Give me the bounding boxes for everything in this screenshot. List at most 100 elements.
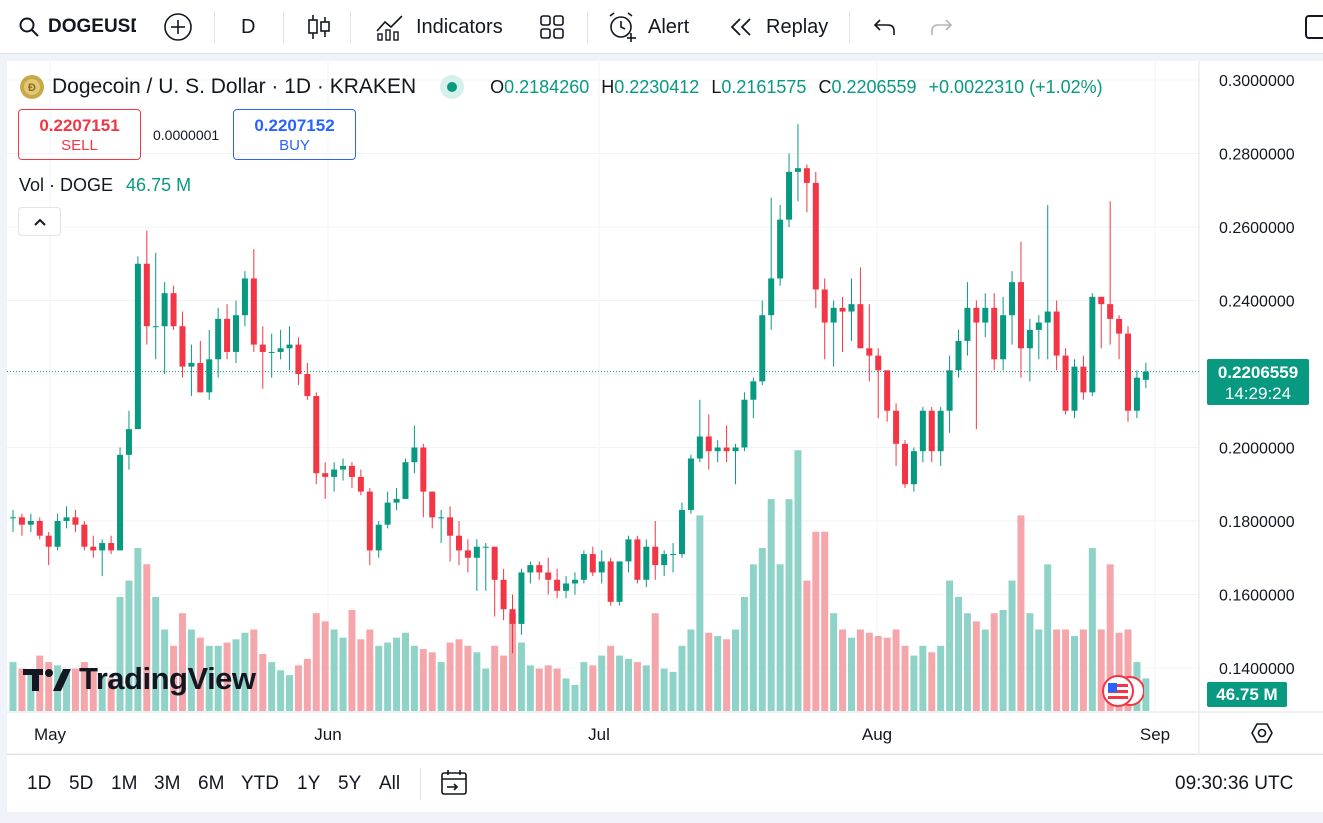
- templates-button[interactable]: [538, 0, 566, 54]
- layout-button[interactable]: [1305, 0, 1323, 54]
- interval-button[interactable]: D: [241, 0, 255, 54]
- volume-bar: [946, 580, 954, 711]
- candle-body: [134, 263, 141, 430]
- tradingview-watermark[interactable]: TradingView: [23, 661, 256, 697]
- candle-body: [723, 447, 730, 452]
- date-range-button[interactable]: [439, 768, 469, 803]
- candle-body: [99, 543, 106, 551]
- volume-bar: [482, 668, 490, 711]
- symbol-title[interactable]: Dogecoin / U. S. Dollar · 1D · KRAKEN: [52, 75, 417, 98]
- replay-button[interactable]: Replay: [728, 0, 828, 54]
- market-status-dot: [440, 75, 465, 99]
- utc-clock[interactable]: 09:30:36 UTC: [1175, 773, 1294, 794]
- volume-bar: [660, 668, 668, 711]
- volume-legend[interactable]: Vol · DOGE 46.75 M: [19, 175, 191, 196]
- candle-body: [902, 443, 908, 485]
- candle-body: [224, 318, 231, 352]
- symbol-search[interactable]: DOGEUSD: [18, 0, 136, 54]
- candle-body: [893, 410, 900, 444]
- collapse-legend-button[interactable]: [18, 207, 61, 236]
- separator: [350, 11, 351, 43]
- candle-body: [982, 307, 989, 323]
- candle-body: [447, 517, 454, 536]
- volume-bar: [500, 655, 508, 711]
- alert-button[interactable]: Alert: [606, 0, 689, 54]
- flag-icon[interactable]: [1098, 674, 1145, 708]
- add-symbol-button[interactable]: [163, 0, 193, 54]
- volume-bar: [214, 645, 222, 711]
- candle-body: [714, 447, 721, 452]
- replay-label: Replay: [766, 15, 829, 38]
- candle-body: [937, 410, 944, 452]
- sell-button[interactable]: 0.2207151 SELL: [18, 109, 141, 160]
- symbol-name: DOGEUSD: [48, 16, 136, 37]
- candle-body: [652, 546, 659, 566]
- volume-bar: [526, 665, 534, 711]
- buy-button[interactable]: 0.2207152 BUY: [233, 109, 356, 160]
- volume-bar: [446, 642, 454, 711]
- volume-bar: [535, 668, 543, 711]
- volume-bar: [1106, 564, 1114, 711]
- candle-body: [1035, 322, 1042, 330]
- candle-body: [1125, 333, 1131, 411]
- volume-bar: [785, 499, 793, 711]
- volume-bar: [883, 637, 891, 711]
- volume-bar: [196, 637, 204, 711]
- chart-type-button[interactable]: [306, 0, 332, 54]
- candle-body: [786, 171, 793, 220]
- volume-bar: [830, 613, 838, 711]
- candle-body: [857, 304, 864, 349]
- time-tick-label: Jul: [588, 725, 610, 744]
- range-button-5d[interactable]: 5D: [69, 773, 94, 794]
- templates-icon: [540, 15, 564, 39]
- volume-bar: [598, 655, 606, 711]
- volume-bar: [286, 675, 294, 711]
- candle-body: [108, 543, 115, 551]
- price-tick-label: 0.2400000: [1219, 294, 1295, 311]
- candle-body: [973, 307, 980, 323]
- candle-body: [411, 447, 418, 463]
- chart-panel[interactable]: 0.3000000 0.2800000 0.2600000 0.2400000 0.20…: [7, 61, 1323, 753]
- redo-button[interactable]: [928, 0, 954, 54]
- separator: [849, 11, 850, 43]
- range-button-all[interactable]: All: [379, 773, 401, 794]
- volume-bar: [1097, 629, 1105, 711]
- candle-body: [884, 370, 891, 411]
- candle-body: [1062, 355, 1069, 411]
- range-button-6m[interactable]: 6M: [198, 773, 225, 794]
- volume-bar: [571, 684, 579, 711]
- range-button-1y[interactable]: 1Y: [297, 773, 321, 794]
- candle-body: [384, 502, 391, 525]
- range-button-1d[interactable]: 1D: [27, 773, 52, 794]
- candle-body: [420, 447, 427, 492]
- range-button-ytd[interactable]: YTD: [241, 773, 279, 794]
- volume-bar: [580, 662, 588, 711]
- candle-body: [250, 278, 257, 345]
- range-button-1m[interactable]: 1M: [111, 773, 138, 794]
- candle-body: [393, 498, 400, 503]
- undo-button[interactable]: [872, 0, 898, 54]
- volume-bar: [901, 645, 909, 711]
- indicators-button[interactable]: Indicators: [375, 0, 503, 54]
- indicators-icon: [376, 15, 403, 41]
- volume-bar: [696, 515, 704, 711]
- volume-bar: [919, 645, 927, 711]
- candle-body: [616, 561, 623, 602]
- chart-settings-button[interactable]: [1250, 721, 1274, 750]
- volume-bar: [223, 642, 231, 711]
- volume-bar: [312, 613, 320, 711]
- volume-bar: [758, 548, 766, 711]
- candle-body: [402, 462, 409, 499]
- volume-bar: [589, 665, 597, 711]
- range-button-5y[interactable]: 5Y: [338, 773, 362, 794]
- range-button-3m[interactable]: 3M: [154, 773, 181, 794]
- volume-bar: [1044, 564, 1052, 711]
- volume-bar: [348, 609, 356, 711]
- price-chart[interactable]: 0.3000000 0.2800000 0.2600000 0.2400000 0.20…: [7, 61, 1323, 753]
- candle-body: [955, 340, 962, 371]
- buy-price: 0.2207152: [254, 116, 335, 135]
- candle-body: [545, 572, 552, 580]
- volume-bar: [642, 665, 650, 711]
- candle-body: [491, 546, 498, 580]
- volume-bar: [812, 531, 820, 711]
